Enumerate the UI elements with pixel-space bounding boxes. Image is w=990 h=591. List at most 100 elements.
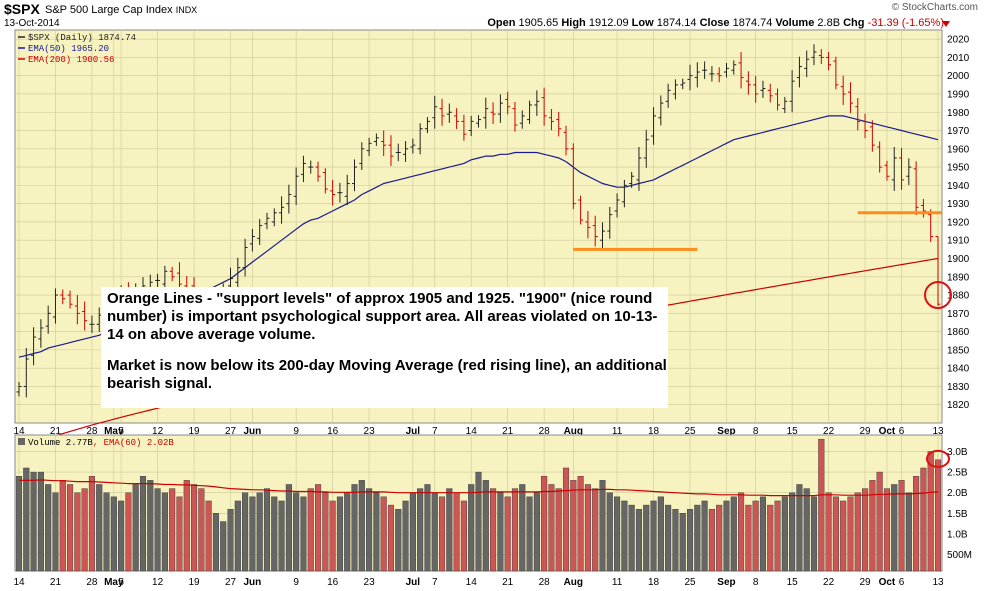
price-x-tick-label: 14: [13, 426, 25, 437]
ohlc-bar: [249, 228, 255, 252]
price-x-tick-label: 8: [753, 426, 759, 437]
volume-y-tick-label: 2.0B: [947, 488, 968, 499]
ohlc-bar: [570, 143, 576, 210]
volume-bar: [147, 480, 154, 572]
volume-legend-item: Volume 2.77B: [28, 438, 93, 448]
volume-bar: [176, 496, 183, 572]
volume-bar: [599, 480, 606, 572]
volume-bar: [198, 488, 205, 572]
volume-bar: [220, 521, 227, 572]
volume-bar: [927, 451, 934, 572]
ohlc-bar: [920, 198, 926, 218]
volume-bar: [497, 492, 504, 572]
volume-x-tick-label: 27: [225, 577, 237, 588]
volume-bar: [191, 484, 198, 572]
volume-bar: [344, 492, 351, 572]
volume-bar: [373, 492, 380, 572]
volume-bar: [438, 496, 446, 572]
volume-x-tick-label: 23: [364, 577, 376, 588]
ohlc-bar: [337, 182, 343, 203]
volume-bar: [424, 484, 431, 572]
ohlc-bar: [235, 257, 241, 293]
price-y-tick-label: 1910: [947, 236, 970, 247]
price-x-tick-label: Oct: [879, 426, 896, 437]
volume-y-tick-label: 1.0B: [947, 529, 968, 540]
price-x-tick-label: 27: [225, 426, 237, 437]
volume-ema60-line: [19, 479, 939, 497]
ohlc-bar: [483, 97, 489, 129]
ohlc-bar: [322, 168, 328, 194]
price-y-tick-label: 1900: [947, 254, 970, 265]
volume-x-tick-label: Jul: [406, 577, 421, 588]
ohlc-bar: [534, 90, 540, 116]
volume-x-tick-label: Jun: [244, 577, 262, 588]
volume-bar: [314, 484, 322, 572]
volume-bar: [96, 484, 103, 572]
price-y-tick-label: 1930: [947, 199, 970, 210]
ohlc-bar: [789, 70, 795, 113]
ohlc-bar: [614, 193, 620, 218]
volume-bar: [132, 484, 139, 572]
volume-bar: [81, 488, 88, 572]
volume-x-tick-label: Oct: [879, 577, 896, 588]
volume-x-tick-label: May: [104, 577, 124, 588]
volume-legend: Volume 2.77B, EMA(60) 2.02B: [28, 438, 174, 448]
ohlc-bar: [23, 348, 29, 398]
volume-bar: [701, 500, 708, 572]
source-credit: © StockCharts.com: [891, 2, 978, 13]
price-x-tick-label: 21: [502, 426, 514, 437]
ohlc-bar: [680, 78, 686, 90]
ohlc-bar: [38, 319, 44, 348]
volume-bar: [366, 488, 373, 572]
ohlc-bar: [257, 219, 263, 245]
ohlc-bar: [293, 167, 299, 206]
price-x-tick-label: 11: [612, 426, 623, 437]
down-arrow-icon: [942, 21, 950, 27]
ohlc-bar: [366, 137, 372, 157]
volume-bar: [738, 492, 745, 572]
ohlc-bar: [60, 289, 66, 305]
ohlc-bar: [709, 66, 715, 82]
volume-bar: [15, 476, 23, 572]
price-x-tick-label: 19: [188, 426, 200, 437]
close-label: Close: [699, 17, 730, 29]
volume-x-tick-label: 25: [684, 577, 696, 588]
highlight-circle: [924, 281, 952, 310]
price-x-tick-label: Jun: [244, 426, 262, 437]
ohlc-bar: [315, 161, 321, 182]
volume-x-tick-label: 22: [823, 577, 835, 588]
price-x-tick-label: Jul: [406, 426, 421, 437]
ohlc-bar: [512, 102, 518, 132]
ohlc-bar: [607, 206, 613, 239]
volume-x-tick-label: 11: [612, 577, 623, 588]
volume-bar: [541, 476, 548, 572]
ohlc-bar: [913, 161, 919, 215]
volume-bar: [562, 467, 570, 572]
price-y-tick-label: 1940: [947, 181, 970, 192]
volume-bar: [169, 488, 176, 572]
ohlc-bar: [344, 174, 350, 206]
ohlc-bar: [862, 113, 868, 139]
volume-x-tick-label: 21: [50, 577, 62, 588]
ohlc-bar: [753, 76, 759, 103]
ohlc-bar: [45, 305, 51, 334]
ohlc-bar: [592, 215, 598, 247]
volume-y-tick-label: 500M: [947, 550, 972, 561]
ohlc-bar: [16, 382, 22, 397]
price-y-tick-label: 1980: [947, 108, 970, 119]
volume-x-tick-label: 6: [899, 577, 905, 588]
price-x-tick-label: 5: [118, 426, 124, 437]
price-x-tick-label: 22: [823, 426, 835, 437]
volume-bar: [460, 500, 467, 572]
ohlc-bar: [563, 125, 569, 156]
volume-bar: [818, 438, 825, 572]
price-y-tick-label: 1820: [947, 400, 970, 411]
price-x-tick-label: 29: [860, 426, 872, 437]
ohlc-bar: [796, 56, 802, 88]
volume-bar: [614, 496, 621, 572]
annotation-box: Orange Lines - "support levels" of appro…: [101, 287, 668, 408]
volume-x-tick-label: 16: [327, 577, 339, 588]
ohlc-bar: [928, 209, 934, 243]
volume-bar: [52, 492, 59, 572]
ohlc-bar: [767, 83, 773, 103]
